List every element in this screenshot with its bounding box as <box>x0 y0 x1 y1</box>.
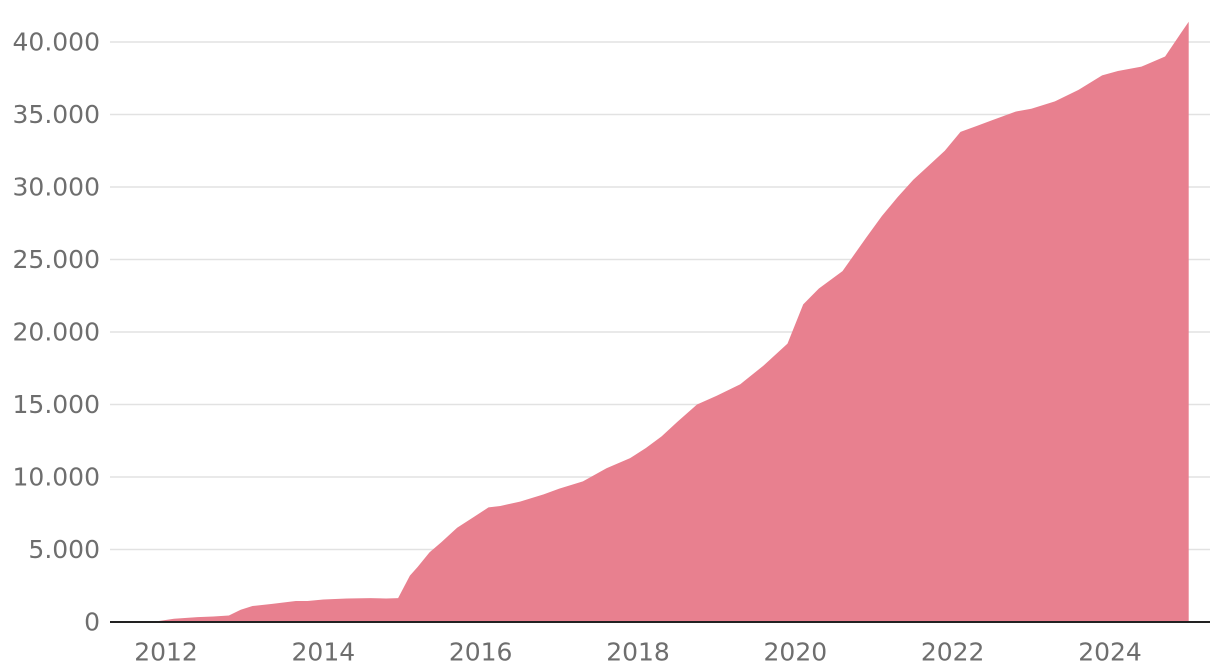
y-tick-label: 15.000 <box>13 390 100 419</box>
y-tick-label: 30.000 <box>13 173 100 202</box>
x-axis-ticks: 2012 2014 2016 2018 2020 2022 2024 <box>134 638 1142 667</box>
x-tick-label: 2018 <box>606 638 670 667</box>
gridlines <box>110 41 1210 551</box>
y-tick-label: 10.000 <box>13 463 100 492</box>
y-tick-label: 35.000 <box>13 100 100 129</box>
x-tick-label: 2022 <box>921 638 985 667</box>
y-tick-label: 20.000 <box>13 318 100 347</box>
y-tick-label: 0 <box>84 608 100 637</box>
x-tick-label: 2014 <box>292 638 356 667</box>
y-axis-ticks: 0 5.000 10.000 15.000 20.000 25.000 30.000 35.0… <box>13 28 100 637</box>
y-tick-label: 25.000 <box>13 245 100 274</box>
x-tick-label: 2024 <box>1078 638 1142 667</box>
y-tick-label: 5.000 <box>28 535 100 564</box>
x-tick-label: 2016 <box>449 638 513 667</box>
x-tick-label: 2012 <box>134 638 198 667</box>
y-tick-label: 40.000 <box>13 28 100 57</box>
x-tick-label: 2020 <box>764 638 828 667</box>
area-series <box>138 21 1189 622</box>
